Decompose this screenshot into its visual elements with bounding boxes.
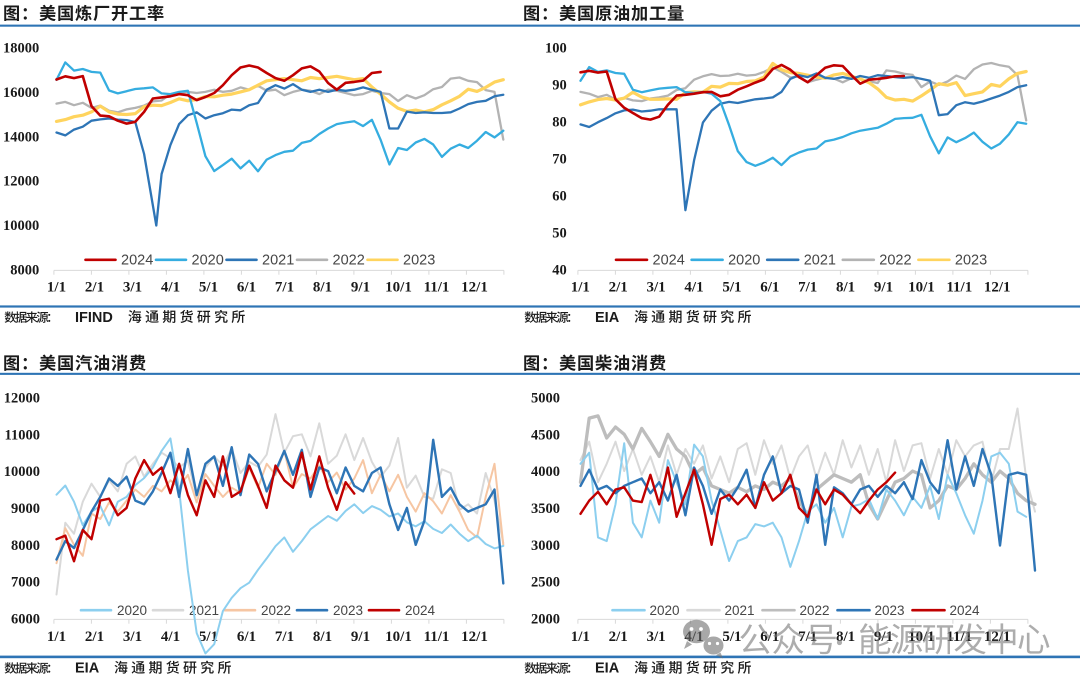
svg-text:10000: 10000 <box>4 464 40 480</box>
svg-text:12/1: 12/1 <box>461 629 488 645</box>
svg-text:3/1: 3/1 <box>123 629 142 645</box>
svg-text:9/1: 9/1 <box>874 279 893 295</box>
svg-text:3/1: 3/1 <box>123 279 142 295</box>
svg-text:2500: 2500 <box>531 575 560 591</box>
svg-text:4/1: 4/1 <box>161 279 180 295</box>
svg-text:4000: 4000 <box>531 464 560 480</box>
svg-text:4/1: 4/1 <box>161 629 180 645</box>
svg-text:4/1: 4/1 <box>684 279 703 295</box>
svg-text:12/1: 12/1 <box>461 279 488 295</box>
svg-text:8/1: 8/1 <box>836 279 855 295</box>
svg-text:10000: 10000 <box>3 218 39 234</box>
svg-text:70: 70 <box>552 151 567 167</box>
svg-text:2021: 2021 <box>804 253 836 269</box>
svg-text:11/1: 11/1 <box>424 279 450 295</box>
svg-text:2024: 2024 <box>121 253 153 269</box>
svg-text:2000: 2000 <box>531 611 560 627</box>
svg-text:2020: 2020 <box>728 253 760 269</box>
svg-text:6/1: 6/1 <box>237 279 256 295</box>
svg-text:9000: 9000 <box>11 501 40 517</box>
svg-text:7/1: 7/1 <box>275 279 294 295</box>
svg-text:8000: 8000 <box>10 262 39 278</box>
svg-text:1/1: 1/1 <box>571 629 590 645</box>
svg-text:9/1: 9/1 <box>351 279 370 295</box>
svg-text:2023: 2023 <box>333 603 363 618</box>
svg-text:1/1: 1/1 <box>571 279 590 295</box>
svg-text:10/1: 10/1 <box>385 279 412 295</box>
svg-text:10/1: 10/1 <box>385 629 412 645</box>
svg-text:2021: 2021 <box>725 603 755 618</box>
svg-text:14000: 14000 <box>3 129 39 145</box>
svg-text:12000: 12000 <box>3 174 39 190</box>
svg-text:2022: 2022 <box>800 603 830 618</box>
svg-text:8000: 8000 <box>11 538 40 554</box>
svg-text:2020: 2020 <box>117 603 147 618</box>
svg-text:3/1: 3/1 <box>647 279 666 295</box>
svg-text:2024: 2024 <box>405 603 436 618</box>
svg-text:5/1: 5/1 <box>722 629 741 645</box>
svg-text:6/1: 6/1 <box>237 629 256 645</box>
svg-text:7000: 7000 <box>11 575 40 591</box>
svg-text:2023: 2023 <box>875 603 905 618</box>
svg-text:2/1: 2/1 <box>609 279 628 295</box>
svg-text:60: 60 <box>552 188 567 204</box>
svg-text:10/1: 10/1 <box>908 279 935 295</box>
svg-text:2024: 2024 <box>653 253 685 269</box>
svg-text:50: 50 <box>552 225 567 241</box>
svg-text:2/1: 2/1 <box>609 629 628 645</box>
svg-text:5000: 5000 <box>531 391 560 407</box>
svg-text:2022: 2022 <box>333 253 365 269</box>
svg-text:5/1: 5/1 <box>199 629 218 645</box>
svg-text:11/1: 11/1 <box>424 629 450 645</box>
svg-text:2021: 2021 <box>189 603 219 618</box>
svg-text:2022: 2022 <box>879 253 911 269</box>
svg-text:2020: 2020 <box>192 253 224 269</box>
svg-text:2/1: 2/1 <box>85 279 104 295</box>
svg-text:2/1: 2/1 <box>85 629 104 645</box>
svg-text:8/1: 8/1 <box>313 279 332 295</box>
svg-text:12/1: 12/1 <box>984 279 1011 295</box>
svg-text:6000: 6000 <box>11 611 40 627</box>
svg-text:EIA: EIA <box>75 661 100 677</box>
svg-text:11000: 11000 <box>5 427 40 443</box>
svg-text:100: 100 <box>545 41 567 57</box>
svg-text:2021: 2021 <box>262 253 294 269</box>
svg-text:2023: 2023 <box>955 253 987 269</box>
svg-text:8/1: 8/1 <box>313 629 332 645</box>
svg-text:80: 80 <box>552 115 567 131</box>
svg-text:90: 90 <box>552 78 567 94</box>
svg-text:6/1: 6/1 <box>760 279 779 295</box>
svg-text:2023: 2023 <box>403 253 435 269</box>
svg-text:2024: 2024 <box>950 603 981 618</box>
svg-text:2022: 2022 <box>261 603 291 618</box>
svg-text:11/1: 11/1 <box>946 279 972 295</box>
svg-text:7/1: 7/1 <box>798 279 817 295</box>
svg-text:18000: 18000 <box>3 41 39 57</box>
svg-text:1/1: 1/1 <box>47 629 66 645</box>
svg-text:12000: 12000 <box>4 391 40 407</box>
svg-text:5/1: 5/1 <box>199 279 218 295</box>
svg-text:2020: 2020 <box>650 603 680 618</box>
svg-text:16000: 16000 <box>3 85 39 101</box>
svg-text:9/1: 9/1 <box>351 629 370 645</box>
svg-text:7/1: 7/1 <box>275 629 294 645</box>
svg-text:3000: 3000 <box>531 538 560 554</box>
svg-text:4500: 4500 <box>531 427 560 443</box>
svg-text:40: 40 <box>552 262 567 278</box>
svg-text:3/1: 3/1 <box>647 629 666 645</box>
svg-text:EIA: EIA <box>595 661 620 677</box>
svg-text:EIA: EIA <box>595 310 620 326</box>
svg-text:3500: 3500 <box>531 501 560 517</box>
svg-text:5/1: 5/1 <box>722 279 741 295</box>
svg-text:IFIND: IFIND <box>75 310 113 326</box>
svg-text:1/1: 1/1 <box>47 279 66 295</box>
